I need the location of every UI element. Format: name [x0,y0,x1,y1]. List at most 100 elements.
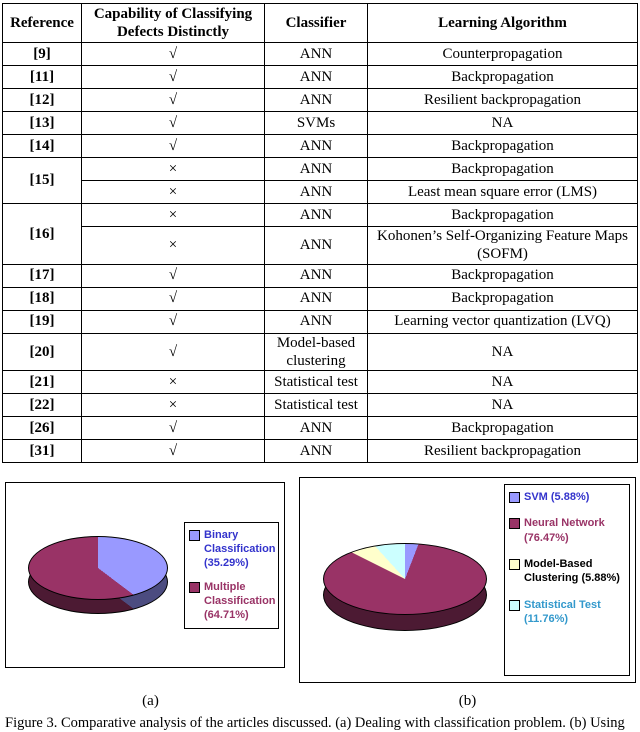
capability-cell: √ [81,65,265,89]
reference-cell: [22] [2,393,82,418]
algorithm-cell: Least mean square error (LMS) [367,180,638,204]
reference-cell: [21] [2,370,82,395]
algorithm-cell: Backpropagation [367,416,638,441]
classifier-cell: Statistical test [264,370,368,395]
classifier-cell: Model-based clustering [264,332,368,372]
legend-item: Multiple Classification (64.71%) [189,580,276,623]
classifier-cell: Statistical test [264,393,368,418]
pie-chart-a [27,536,168,615]
table-row: [15] × ANN Backpropagation [2,157,638,204]
panel-labels: (a) (b) [2,693,638,710]
classifier-cell: ANN [264,309,368,334]
classifier-cell: ANN [264,65,368,89]
classifier-cell: SVMs [264,111,368,135]
legend-label: Model-Based Clustering (5.88%) [524,558,620,585]
pie-top [322,543,487,616]
panel-b-label: (b) [458,693,477,710]
figure-panel-a: Binary Classification (35.29%) Multiple C… [5,482,285,669]
classifier-cell: ANN [264,416,368,441]
table-row: [31] √ ANN Resilient backpropagation [2,439,638,464]
capability-cell: √ [81,332,265,372]
reference-cell: [26] [2,416,82,441]
classifier-cell: ANN [264,134,368,158]
legend-item: Statistical Test (11.76%) [509,598,625,627]
capability-cell: × [81,180,265,204]
reference-cell: [13] [2,111,82,135]
table-row: [13] √ SVMs NA [2,111,638,135]
algorithm-cell: Backpropagation [367,65,638,89]
capability-cell: √ [81,42,265,66]
table-row: [12] √ ANN Resilient backpropagation [2,88,638,112]
figure-panel-b: SVM (5.88%) Neural Network (76.47%) Model-… [299,477,636,684]
capability-cell: √ [81,263,265,288]
algorithm-cell: Backpropagation [367,157,638,181]
capability-cell: √ [81,286,265,311]
reference-cell: [16] [2,203,82,265]
algorithm-cell: NA [367,111,638,135]
table-row: [11] √ ANN Backpropagation [2,65,638,89]
algorithm-cell: NA [367,393,638,418]
table-row: [20] √ Model-based clustering NA [2,332,638,372]
capability-cell: √ [81,111,265,135]
reference-cell: [15] [2,157,82,204]
classifier-cell: ANN [264,157,368,181]
legend-swatch [509,518,520,530]
legend-swatch [189,529,200,541]
legend-item: Neural Network (76.47%) [509,516,625,545]
table-header-row: Reference Capability of Classifying Defec… [2,3,638,43]
capability-cell: √ [81,88,265,112]
reference-cell: [20] [2,332,82,372]
table-row: [21] × Statistical test NA [2,370,638,395]
figure-caption: Figure 3. Comparative analysis of the ar… [5,715,625,732]
classifier-cell: ANN [264,439,368,464]
algorithm-cell: Resilient backpropagation [367,88,638,112]
legend-label: SVM (5.88%) [524,491,590,504]
legend-b: SVM (5.88%) Neural Network (76.47%) Model-… [504,484,630,677]
reference-cell: [12] [2,88,82,112]
table-row: [18] √ ANN Backpropagation [2,286,638,311]
capability-cell: √ [81,416,265,441]
capability-cell: √ [81,439,265,464]
legend-label: Statistical Test (11.76%) [524,598,601,625]
table-row: [26] √ ANN Backpropagation [2,416,638,441]
table-row: × ANN Least mean square error (LMS) [3,180,638,204]
capability-cell: √ [81,134,265,158]
legend-swatch [509,599,520,611]
table-row: [9] √ ANN Counterpropagation [2,42,638,66]
comparison-table: Reference Capability of Classifying Defec… [2,3,638,464]
algorithm-cell: Kohonen’s Self-Organizing Feature Maps (… [367,226,638,265]
legend-swatch [509,559,520,571]
classifier-cell: ANN [264,263,368,288]
algorithm-cell: Learning vector quantization (LVQ) [367,309,638,334]
algorithm-cell: NA [367,332,638,372]
algorithm-cell: NA [367,370,638,395]
classifier-cell: ANN [264,286,368,311]
legend-a: Binary Classification (35.29%) Multiple C… [184,521,279,629]
algorithm-cell: Backpropagation [367,263,638,288]
capability-cell: × [81,393,265,418]
algorithm-cell: Backpropagation [367,286,638,311]
pie-top [27,536,168,601]
reference-cell: [18] [2,286,82,311]
table-row: [22] × Statistical test NA [2,393,638,418]
classifier-cell: ANN [264,180,368,204]
legend-label: Neural Network (76.47%) [524,517,605,544]
capability-cell: × [81,226,265,265]
classifier-cell: ANN [264,226,368,265]
panel-a-label: (a) [142,693,159,710]
capability-cell: × [81,370,265,395]
table-row: [19] √ ANN Learning vector quantization (LV… [2,309,638,334]
algorithm-cell: Backpropagation [367,134,638,158]
column-header: Classifier [264,3,368,43]
algorithm-cell: Resilient backpropagation [367,439,638,464]
legend-item: Model-Based Clustering (5.88%) [509,557,625,586]
column-header: Reference [2,3,82,43]
table-row: [16] × ANN Backpropagation [2,203,638,265]
column-header: Learning Algorithm [367,3,638,43]
pie-chart-b [322,543,487,632]
reference-cell: [14] [2,134,82,158]
legend-swatch [189,581,200,593]
column-header: Capability of Classifying Defects Distin… [81,3,265,43]
reference-cell: [31] [2,439,82,464]
